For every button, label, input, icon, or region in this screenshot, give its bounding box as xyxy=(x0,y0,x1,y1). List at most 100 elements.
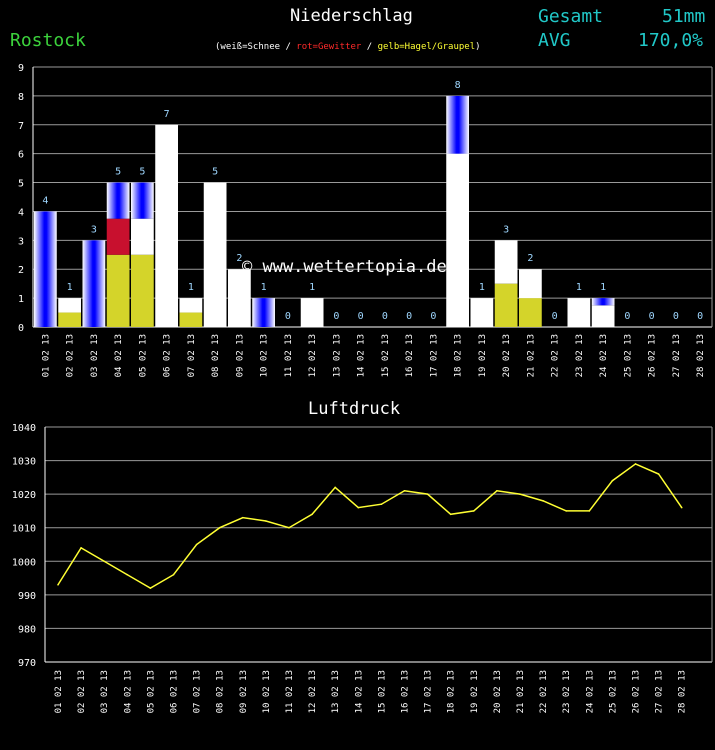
x-tick-label: 14 02 13 xyxy=(357,334,367,377)
bar-value-label: 1 xyxy=(261,282,267,293)
x-tick-label: 27 02 13 xyxy=(672,334,682,377)
x-tick-label: 16 02 13 xyxy=(405,334,415,377)
y-tick-label: 990 xyxy=(18,591,36,602)
x-tick-label: 25 02 13 xyxy=(623,334,633,377)
x-tick-label: 22 02 13 xyxy=(539,670,549,713)
bar-value-label: 0 xyxy=(697,311,703,322)
bar-segment-rain xyxy=(446,95,469,154)
x-tick-label: 02 02 13 xyxy=(66,334,76,377)
x-tick-label: 06 02 13 xyxy=(163,334,173,377)
bar-segment-hail xyxy=(58,312,81,327)
x-tick-label: 26 02 13 xyxy=(632,670,642,713)
x-tick-label: 23 02 13 xyxy=(575,334,585,377)
x-tick-label: 13 02 13 xyxy=(331,670,341,713)
x-tick-label: 10 02 13 xyxy=(262,670,272,713)
pressure-point xyxy=(611,479,614,482)
bar-value-label: 1 xyxy=(309,282,315,293)
legend-sep-1: / xyxy=(280,42,297,52)
bar-value-label: 0 xyxy=(552,311,558,322)
y-tick-label: 6 xyxy=(18,150,24,161)
y-tick-label: 3 xyxy=(18,236,24,247)
bar-segment-snow xyxy=(179,298,203,313)
x-tick-label: 05 02 13 xyxy=(146,670,156,713)
pressure-point xyxy=(103,560,105,563)
pressure-point xyxy=(80,547,82,549)
pressure-point xyxy=(334,486,337,489)
pressure-point xyxy=(519,493,521,495)
x-tick-label: 10 02 13 xyxy=(260,334,270,377)
x-tick-label: 24 02 13 xyxy=(585,670,595,713)
pressure-point xyxy=(657,473,660,475)
bar-segment-hail xyxy=(131,254,154,327)
y-tick-label: 8 xyxy=(18,92,24,103)
pressure-point xyxy=(565,510,567,512)
x-tick-label: 12 02 13 xyxy=(308,334,318,377)
bar-value-label: 8 xyxy=(455,80,461,91)
bar-value-label: 0 xyxy=(406,311,412,322)
y-tick-label: 1020 xyxy=(12,490,36,501)
bar-segment-rain xyxy=(591,298,615,306)
x-tick-label: 15 02 13 xyxy=(377,670,387,713)
x-tick-label: 24 02 13 xyxy=(599,334,609,377)
bar-value-label: 0 xyxy=(285,311,291,322)
bar-value-label: 1 xyxy=(576,282,582,293)
x-tick-label: 13 02 13 xyxy=(332,334,342,377)
bar-value-label: 0 xyxy=(624,311,630,322)
pressure-point xyxy=(680,506,683,509)
pressure-line xyxy=(57,463,683,590)
x-tick-label: 11 02 13 xyxy=(284,334,294,377)
x-tick-label: 01 02 13 xyxy=(41,334,51,377)
x-tick-label: 02 02 13 xyxy=(77,670,87,713)
bar-value-label: 5 xyxy=(212,167,218,178)
x-tick-label: 14 02 13 xyxy=(354,670,364,713)
x-tick-label: 06 02 13 xyxy=(170,670,180,713)
x-tick-label: 22 02 13 xyxy=(551,334,561,377)
x-tick-label: 04 02 13 xyxy=(114,334,124,377)
bar-segment-snow xyxy=(470,298,494,327)
legend-close: ) xyxy=(475,42,481,52)
x-tick-label: 19 02 13 xyxy=(478,334,488,377)
y-tick-label: 1000 xyxy=(12,557,36,568)
pressure-point xyxy=(288,526,290,529)
x-tick-label: 01 02 13 xyxy=(54,670,64,713)
y-tick-label: 2 xyxy=(18,265,24,276)
x-tick-label: 26 02 13 xyxy=(648,334,658,377)
legend-snow: weiß=Schnee xyxy=(220,42,281,52)
bar-value-label: 1 xyxy=(479,282,485,293)
bar-value-label: 3 xyxy=(91,224,97,235)
pressure-point xyxy=(542,500,544,502)
pressure-point xyxy=(126,573,129,576)
x-tick-label: 07 02 13 xyxy=(193,670,203,713)
bar-segment-snow xyxy=(300,298,324,327)
x-tick-label: 25 02 13 xyxy=(608,670,618,713)
x-tick-label: 12 02 13 xyxy=(308,670,318,713)
pressure-point xyxy=(449,513,452,516)
x-tick-label: 09 02 13 xyxy=(239,670,249,713)
y-tick-label: 980 xyxy=(18,624,36,635)
x-tick-label: 23 02 13 xyxy=(562,670,572,713)
total-label: Gesamt xyxy=(538,6,604,27)
bar-value-label: 2 xyxy=(236,253,242,264)
precipitation-legend: (weiß=Schnee / rot=Gewitter / gelb=Hagel… xyxy=(215,42,481,52)
bar-value-label: 0 xyxy=(358,311,364,322)
pressure-point xyxy=(588,510,591,512)
bar-segment-snow xyxy=(58,298,81,313)
bar-segment-rain xyxy=(106,182,130,219)
pressure-point xyxy=(473,510,475,512)
legend-hail: gelb=Hagel/Graupel xyxy=(377,42,476,52)
bar-value-label: 1 xyxy=(600,282,606,293)
total-value: 51mm xyxy=(662,6,706,27)
bar-segment-snow xyxy=(446,153,469,327)
x-tick-label: 28 02 13 xyxy=(696,334,706,377)
pressure-point xyxy=(403,489,406,492)
bar-segment-rain xyxy=(82,240,106,327)
pressure-title: Luftdruck xyxy=(308,399,401,419)
x-tick-label: 28 02 13 xyxy=(678,670,688,713)
bar-value-label: 3 xyxy=(503,224,509,235)
pressure-point xyxy=(57,583,59,586)
x-tick-label: 04 02 13 xyxy=(123,670,133,713)
x-tick-label: 11 02 13 xyxy=(285,670,295,713)
